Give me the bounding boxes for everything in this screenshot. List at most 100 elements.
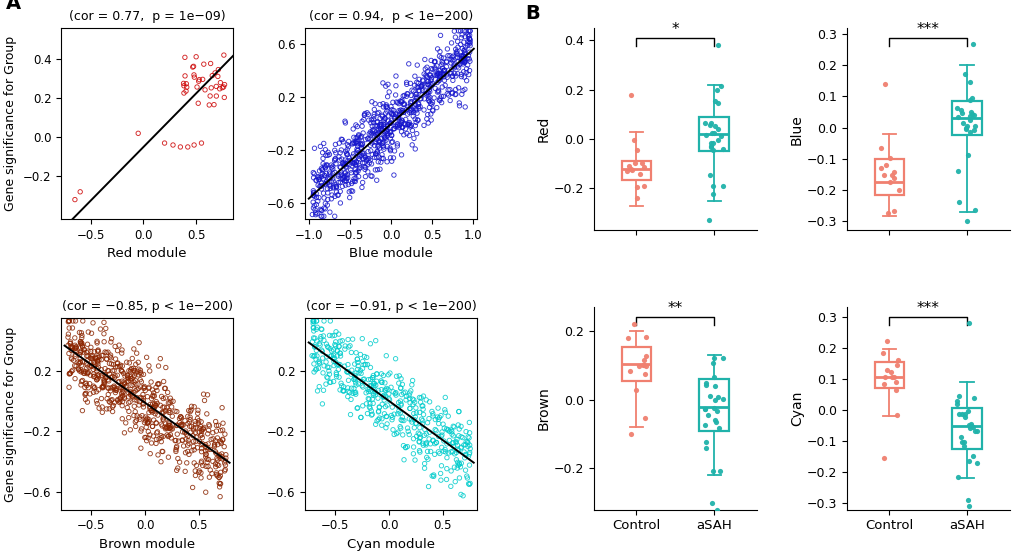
Point: [130, 370, 147, 379]
Point: [421, 414, 437, 423]
Point: [404, 141, 420, 150]
Point: [351, 368, 367, 377]
Point: [389, 122, 406, 131]
Point: [458, 437, 474, 446]
Point: [78, 348, 95, 357]
Point: [61, 369, 77, 378]
Point: [438, 71, 454, 80]
Point: [398, 89, 415, 98]
Point: [878, 337, 895, 346]
Point: [93, 325, 109, 334]
Point: [138, 423, 154, 432]
Point: [455, 441, 472, 450]
Point: [371, 413, 387, 422]
Point: [366, 127, 382, 136]
Point: [458, 451, 474, 460]
Point: [443, 64, 460, 73]
Point: [319, 342, 335, 351]
Point: [450, 99, 467, 108]
Point: [306, 316, 322, 325]
Point: [173, 421, 190, 430]
Point: [194, 138, 210, 147]
Point: [399, 102, 416, 111]
Point: [401, 398, 418, 407]
Point: [424, 98, 440, 107]
Point: [363, 407, 379, 416]
Point: [350, 380, 366, 389]
Point: [329, 190, 345, 199]
Point: [74, 342, 91, 351]
Y-axis label: Brown: Brown: [536, 386, 550, 430]
Point: [397, 92, 414, 101]
Point: [417, 55, 433, 64]
Point: [430, 415, 446, 424]
Point: [462, 26, 478, 35]
Point: [91, 404, 107, 413]
Point: [169, 430, 185, 438]
Point: [444, 52, 461, 60]
Point: [315, 174, 331, 183]
Point: [704, 146, 720, 155]
Point: [195, 461, 211, 470]
Point: [195, 424, 211, 433]
Point: [215, 419, 231, 428]
Point: [374, 142, 390, 151]
Point: [390, 379, 407, 388]
Point: [438, 440, 454, 449]
Point: [320, 148, 336, 157]
Point: [361, 129, 377, 138]
Point: [77, 379, 94, 388]
Point: [104, 403, 120, 412]
Point: [444, 438, 461, 447]
Point: [190, 406, 206, 415]
Point: [419, 88, 435, 97]
Point: [353, 133, 369, 142]
Point: [636, 361, 652, 370]
Point: [162, 398, 178, 407]
Point: [338, 176, 355, 185]
Point: [182, 405, 199, 414]
Point: [96, 378, 112, 387]
Point: [407, 81, 423, 90]
Point: [354, 377, 370, 386]
Point: [344, 139, 361, 148]
Point: [399, 120, 416, 129]
Point: [351, 152, 367, 161]
Point: [355, 357, 371, 366]
Point: [67, 341, 84, 350]
Point: [447, 72, 464, 81]
Point: [120, 366, 137, 375]
Point: [158, 363, 174, 372]
Point: [106, 373, 122, 382]
Point: [348, 354, 365, 363]
Point: [339, 156, 356, 165]
Point: [436, 445, 452, 454]
Point: [116, 394, 132, 403]
Point: [88, 388, 104, 396]
Point: [390, 114, 407, 123]
Point: [443, 430, 460, 438]
Point: [191, 416, 207, 425]
Point: [439, 426, 455, 435]
Point: [327, 159, 343, 168]
Text: **: **: [667, 301, 683, 316]
Point: [389, 409, 406, 418]
Point: [216, 80, 232, 89]
Point: [414, 80, 430, 89]
Point: [142, 400, 158, 409]
Point: [351, 154, 367, 163]
Point: [189, 461, 205, 470]
Point: [116, 377, 132, 386]
Point: [115, 388, 131, 397]
Point: [460, 32, 476, 41]
Point: [323, 161, 339, 170]
Point: [305, 203, 321, 212]
Point: [132, 382, 149, 391]
Point: [314, 354, 330, 363]
Point: [414, 419, 430, 428]
Point: [457, 454, 473, 463]
Point: [142, 402, 158, 411]
Point: [70, 357, 87, 366]
Point: [74, 342, 91, 351]
Point: [422, 71, 438, 80]
